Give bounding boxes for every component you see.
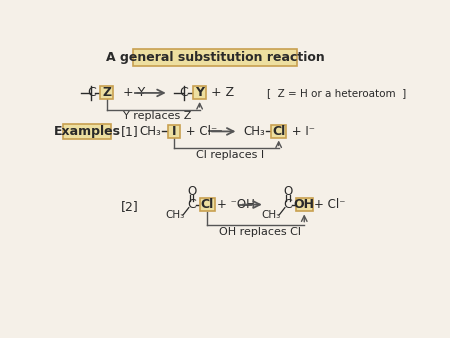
Text: CH₃: CH₃ — [139, 125, 161, 138]
Text: [1]: [1] — [121, 125, 138, 138]
Text: O: O — [284, 185, 292, 198]
Text: Cl: Cl — [272, 125, 285, 138]
Text: A general substitution reaction: A general substitution reaction — [106, 51, 324, 64]
Text: OH: OH — [294, 198, 315, 211]
FancyBboxPatch shape — [63, 124, 111, 139]
Text: Examples: Examples — [54, 125, 121, 138]
Text: I: I — [172, 125, 176, 138]
Text: + Y: + Y — [119, 87, 145, 99]
Text: [2]: [2] — [121, 200, 138, 213]
Text: + Z: + Z — [207, 87, 234, 99]
Text: OH replaces Cl: OH replaces Cl — [219, 227, 301, 237]
Text: Z: Z — [102, 87, 111, 99]
FancyBboxPatch shape — [133, 49, 297, 66]
Text: Y: Y — [195, 87, 204, 99]
Text: Y replaces Z: Y replaces Z — [123, 111, 191, 121]
Text: Cl replaces I: Cl replaces I — [196, 149, 264, 160]
Text: + ⁻OH: + ⁻OH — [217, 198, 255, 211]
Text: C: C — [284, 198, 292, 211]
Text: C: C — [180, 87, 189, 99]
Text: + Cl⁻: + Cl⁻ — [314, 198, 346, 211]
Text: CH₃: CH₃ — [244, 125, 266, 138]
Text: + Cl⁻: + Cl⁻ — [182, 125, 217, 138]
FancyBboxPatch shape — [200, 198, 215, 211]
Text: CH₃: CH₃ — [261, 210, 280, 220]
Text: C: C — [87, 87, 95, 99]
FancyBboxPatch shape — [100, 87, 113, 99]
FancyBboxPatch shape — [271, 125, 287, 138]
Text: O: O — [187, 185, 197, 198]
Text: CH₃: CH₃ — [165, 210, 184, 220]
FancyBboxPatch shape — [296, 198, 313, 211]
FancyBboxPatch shape — [193, 87, 206, 99]
Text: [  Z = H or a heteroatom  ]: [ Z = H or a heteroatom ] — [267, 88, 406, 98]
Text: + I⁻: + I⁻ — [288, 125, 315, 138]
FancyBboxPatch shape — [168, 125, 180, 138]
Text: Cl: Cl — [201, 198, 214, 211]
Text: C: C — [188, 198, 196, 211]
